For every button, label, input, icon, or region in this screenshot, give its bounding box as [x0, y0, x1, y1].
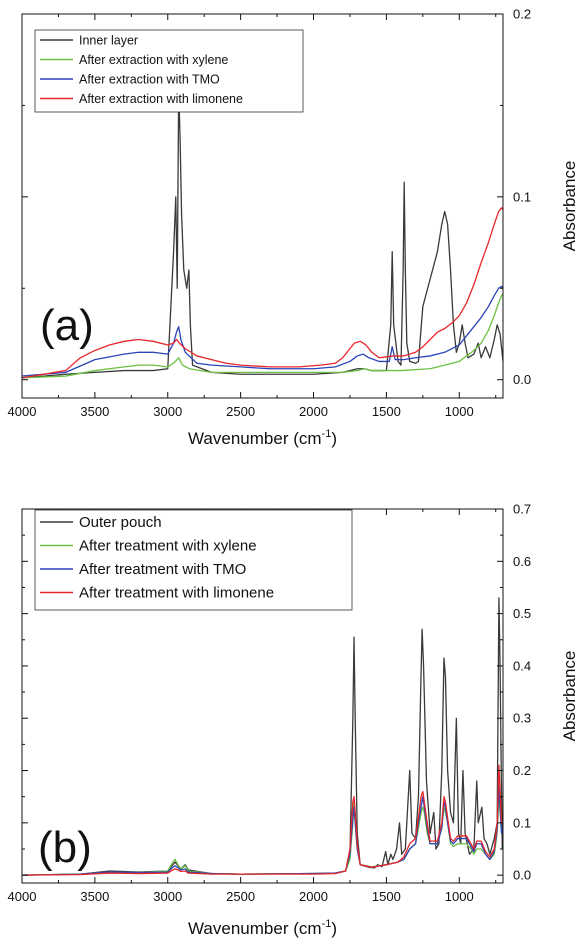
y-tick-label: 0.0: [513, 372, 531, 387]
y-tick-label: 0.0: [513, 868, 531, 883]
legend-label: After extraction with xylene: [79, 53, 228, 67]
series-line-1: [22, 796, 503, 876]
x-tick-label: 2500: [226, 889, 255, 904]
x-tick-label: 1500: [372, 889, 401, 904]
series-line-0: [22, 597, 503, 876]
panel-label: (a): [40, 301, 94, 350]
x-tick-label: 3000: [153, 404, 182, 419]
x-axis-title: Wavenumber (cm-1): [188, 918, 337, 938]
legend-label: After treatment with limonene: [79, 585, 274, 602]
chart-panel-0: 4000 3500 3000 2500 2000 1500 1000 0.0 0.1 0.2 Wav…: [8, 7, 579, 449]
x-tick-label: 1500: [372, 404, 401, 419]
y-tick-label: 0.4: [513, 658, 531, 673]
x-tick-label: 3500: [80, 404, 109, 419]
legend: Outer pouch After treatment with xylene Af…: [34, 509, 353, 611]
x-axis-title: Wavenumber (cm-1): [188, 428, 337, 448]
y-axis-title: Absorbance: [560, 161, 579, 252]
legend-label: After extraction with TMO: [79, 73, 220, 87]
series-line-3: [22, 207, 503, 379]
y-tick-label: 0.5: [513, 606, 531, 621]
plot-frame: [21, 508, 504, 884]
x-tick-label: 1000: [445, 404, 474, 419]
legend-label: Inner layer: [79, 34, 138, 48]
y-tick-label: 0.2: [513, 763, 531, 778]
series-line-3: [22, 764, 503, 876]
legend-label: After treatment with xylene: [79, 538, 257, 555]
series-group: [22, 597, 503, 876]
y-tick-label: 0.7: [513, 502, 531, 517]
x-tick-label: 3000: [153, 889, 182, 904]
chart-panel-1: 4000 3500 3000 2500 2000 1500 1000 0.0 0.1 0.2 0.3…: [8, 502, 579, 939]
y-axis-title: Absorbance: [560, 651, 579, 742]
y-tick-label: 0.1: [513, 189, 531, 204]
x-tick-label: 1000: [445, 889, 474, 904]
legend-label: Outer pouch: [79, 514, 162, 531]
legend: Inner layer After extraction with xylene A…: [34, 29, 304, 113]
x-tick-label: 2000: [299, 889, 328, 904]
x-tick-label: 2500: [226, 404, 255, 419]
series-group: [22, 86, 503, 379]
y-tick-label: 0.6: [513, 554, 531, 569]
x-tick-label: 4000: [8, 404, 37, 419]
x-tick-label: 2000: [299, 404, 328, 419]
plot-frame: [21, 13, 504, 399]
series-line-2: [22, 285, 503, 377]
series-line-2: [22, 785, 503, 876]
panel-label: (b): [38, 823, 92, 872]
x-tick-label: 3500: [80, 889, 109, 904]
legend-box: [34, 509, 353, 611]
legend-box: [34, 29, 304, 113]
y-tick-label: 0.2: [513, 7, 531, 22]
legend-label: After extraction with limonene: [79, 92, 243, 106]
series-line-1: [22, 293, 503, 379]
legend-label: After treatment with TMO: [79, 561, 246, 578]
x-tick-label: 4000: [8, 889, 37, 904]
y-tick-label: 0.1: [513, 815, 531, 830]
series-line-0: [22, 86, 503, 379]
y-tick-label: 0.3: [513, 711, 531, 726]
